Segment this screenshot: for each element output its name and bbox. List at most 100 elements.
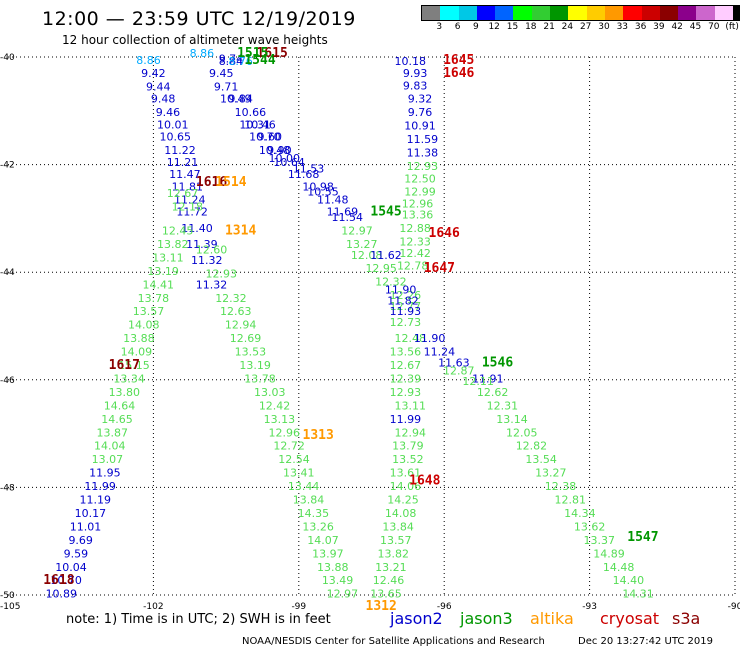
color-scale-label: 27 [579,22,592,32]
swh-value: 12.54 [278,453,310,466]
pass-time-label: 1615 [256,46,287,61]
pass-time-label: 1515 [237,46,268,61]
swh-value: 12.67 [167,187,199,200]
swh-value: 12.60 [196,243,228,256]
swh-value: 13.61 [390,467,422,480]
color-swatch-13 [659,6,679,20]
swh-value: 14.08 [385,507,417,520]
color-scale-label: 33 [616,22,629,32]
swh-value: 9.84 [228,93,253,106]
swh-value: 9.90 [267,144,292,157]
color-swatch-16 [714,6,734,20]
pass-time-label: 1313 [303,428,334,443]
swh-value: 13.19 [239,359,271,372]
swh-value: 10.55 [307,185,339,198]
swh-value: 11.69 [327,206,359,219]
swh-value: 11.72 [176,206,208,219]
y-tick-label: -50 [0,591,15,601]
swh-value: 12.81 [554,494,586,507]
swh-value: 11.99 [390,413,422,426]
swh-value: 12.93 [206,268,238,281]
color-swatch-12 [641,6,660,20]
color-swatch-4 [495,6,514,20]
swh-value: 13.97 [312,547,344,560]
swh-value: 13.11 [395,399,427,412]
pass-time-label: 1544 [244,53,275,68]
swh-value: 12.50 [404,172,436,185]
swh-value: 11.63 [438,356,470,369]
swh-value: 13.56 [390,346,422,359]
swh-value: 14.06 [390,480,422,493]
swh-value: 12.87 [443,364,475,377]
x-tick-label: -93 [582,602,597,612]
swh-value: 10.64 [273,156,305,169]
pass-time-label: 1646 [429,226,460,241]
swh-value: 12.42 [399,247,431,260]
swh-value: 13.27 [535,467,567,480]
swh-value: 12.18 [172,200,204,213]
swh-value: 10.70 [50,574,82,587]
swh-value: 13.88 [317,561,349,574]
swh-value: 9.93 [403,67,428,80]
swh-value: 10.49 [220,93,252,106]
pass-time-label: 1645 [443,53,474,68]
swh-value: 8.84 [219,55,244,68]
swh-value: 14.08 [128,319,160,332]
chart-title: 12:00 — 23:59 UTC 12/19/2019 [42,8,356,30]
footer-timestamp: Dec 20 13:27:42 UTC 2019 [578,636,713,647]
swh-value: 12.39 [390,372,422,385]
swh-value: 12.99 [404,185,436,198]
swh-value: 12.82 [516,440,548,453]
pass-time-label: 1646 [443,66,474,81]
swh-value: 11.47 [169,168,201,181]
swh-value: 11.54 [332,211,364,224]
swh-value: 11.90 [414,332,446,345]
swh-value: 11.19 [79,494,111,507]
color-scale-label: (ft) [725,22,739,32]
swh-value: 13.14 [496,413,528,426]
swh-value: 14.07 [307,534,339,547]
color-swatch-11 [623,6,642,20]
swh-value: 13.82 [157,238,189,251]
swh-value: 13.21 [375,561,407,574]
legend-cryosat: cryosat [600,609,660,628]
pass-time-label: 1617 [109,358,140,373]
swh-value: 13.37 [584,534,616,547]
swh-value: 14.35 [298,507,330,520]
color-swatch-15 [696,6,715,20]
color-swatch-8 [568,6,587,20]
swh-value: 12.11 [462,375,494,388]
swh-value: 11.82 [387,294,419,307]
swh-value: 10.04 [55,561,87,574]
swh-value: 11.99 [84,480,116,493]
swh-value: 8.76 [228,55,253,68]
swh-value: 14.31 [622,588,654,601]
swh-value: 14.34 [564,507,596,520]
swh-value: 10.91 [404,120,436,133]
swh-value: 12.93 [390,386,422,399]
swh-value: 13.49 [322,574,354,587]
swh-value: 9.74 [219,52,244,65]
swh-value: 10.66 [235,106,267,119]
color-swatch-2 [458,6,477,20]
swh-value: 13.03 [254,386,286,399]
swh-value: 11.38 [407,147,439,160]
color-scale-label: 36 [634,22,647,32]
swh-value: 14.41 [142,278,174,291]
swh-value: 11.93 [390,305,422,318]
swh-value: 11.32 [196,278,228,291]
footer-credit: NOAA/NESDIS Center for Satellite Applica… [242,636,545,647]
swh-value: 13.57 [133,305,165,318]
swh-value: 10.89 [46,588,78,601]
swh-value: 8.86 [190,47,215,60]
color-scale-label: 18 [525,22,537,32]
swh-value: 10.48 [259,144,291,157]
swh-value: 12.67 [390,359,422,372]
pass-time-label: 1616 [196,175,227,190]
x-tick-label: -90 [728,602,740,612]
swh-value: 11.32 [191,254,223,267]
swh-value: 13.07 [92,453,124,466]
legend-jason2: jason2 [390,609,443,628]
swh-value: 14.65 [101,413,133,426]
